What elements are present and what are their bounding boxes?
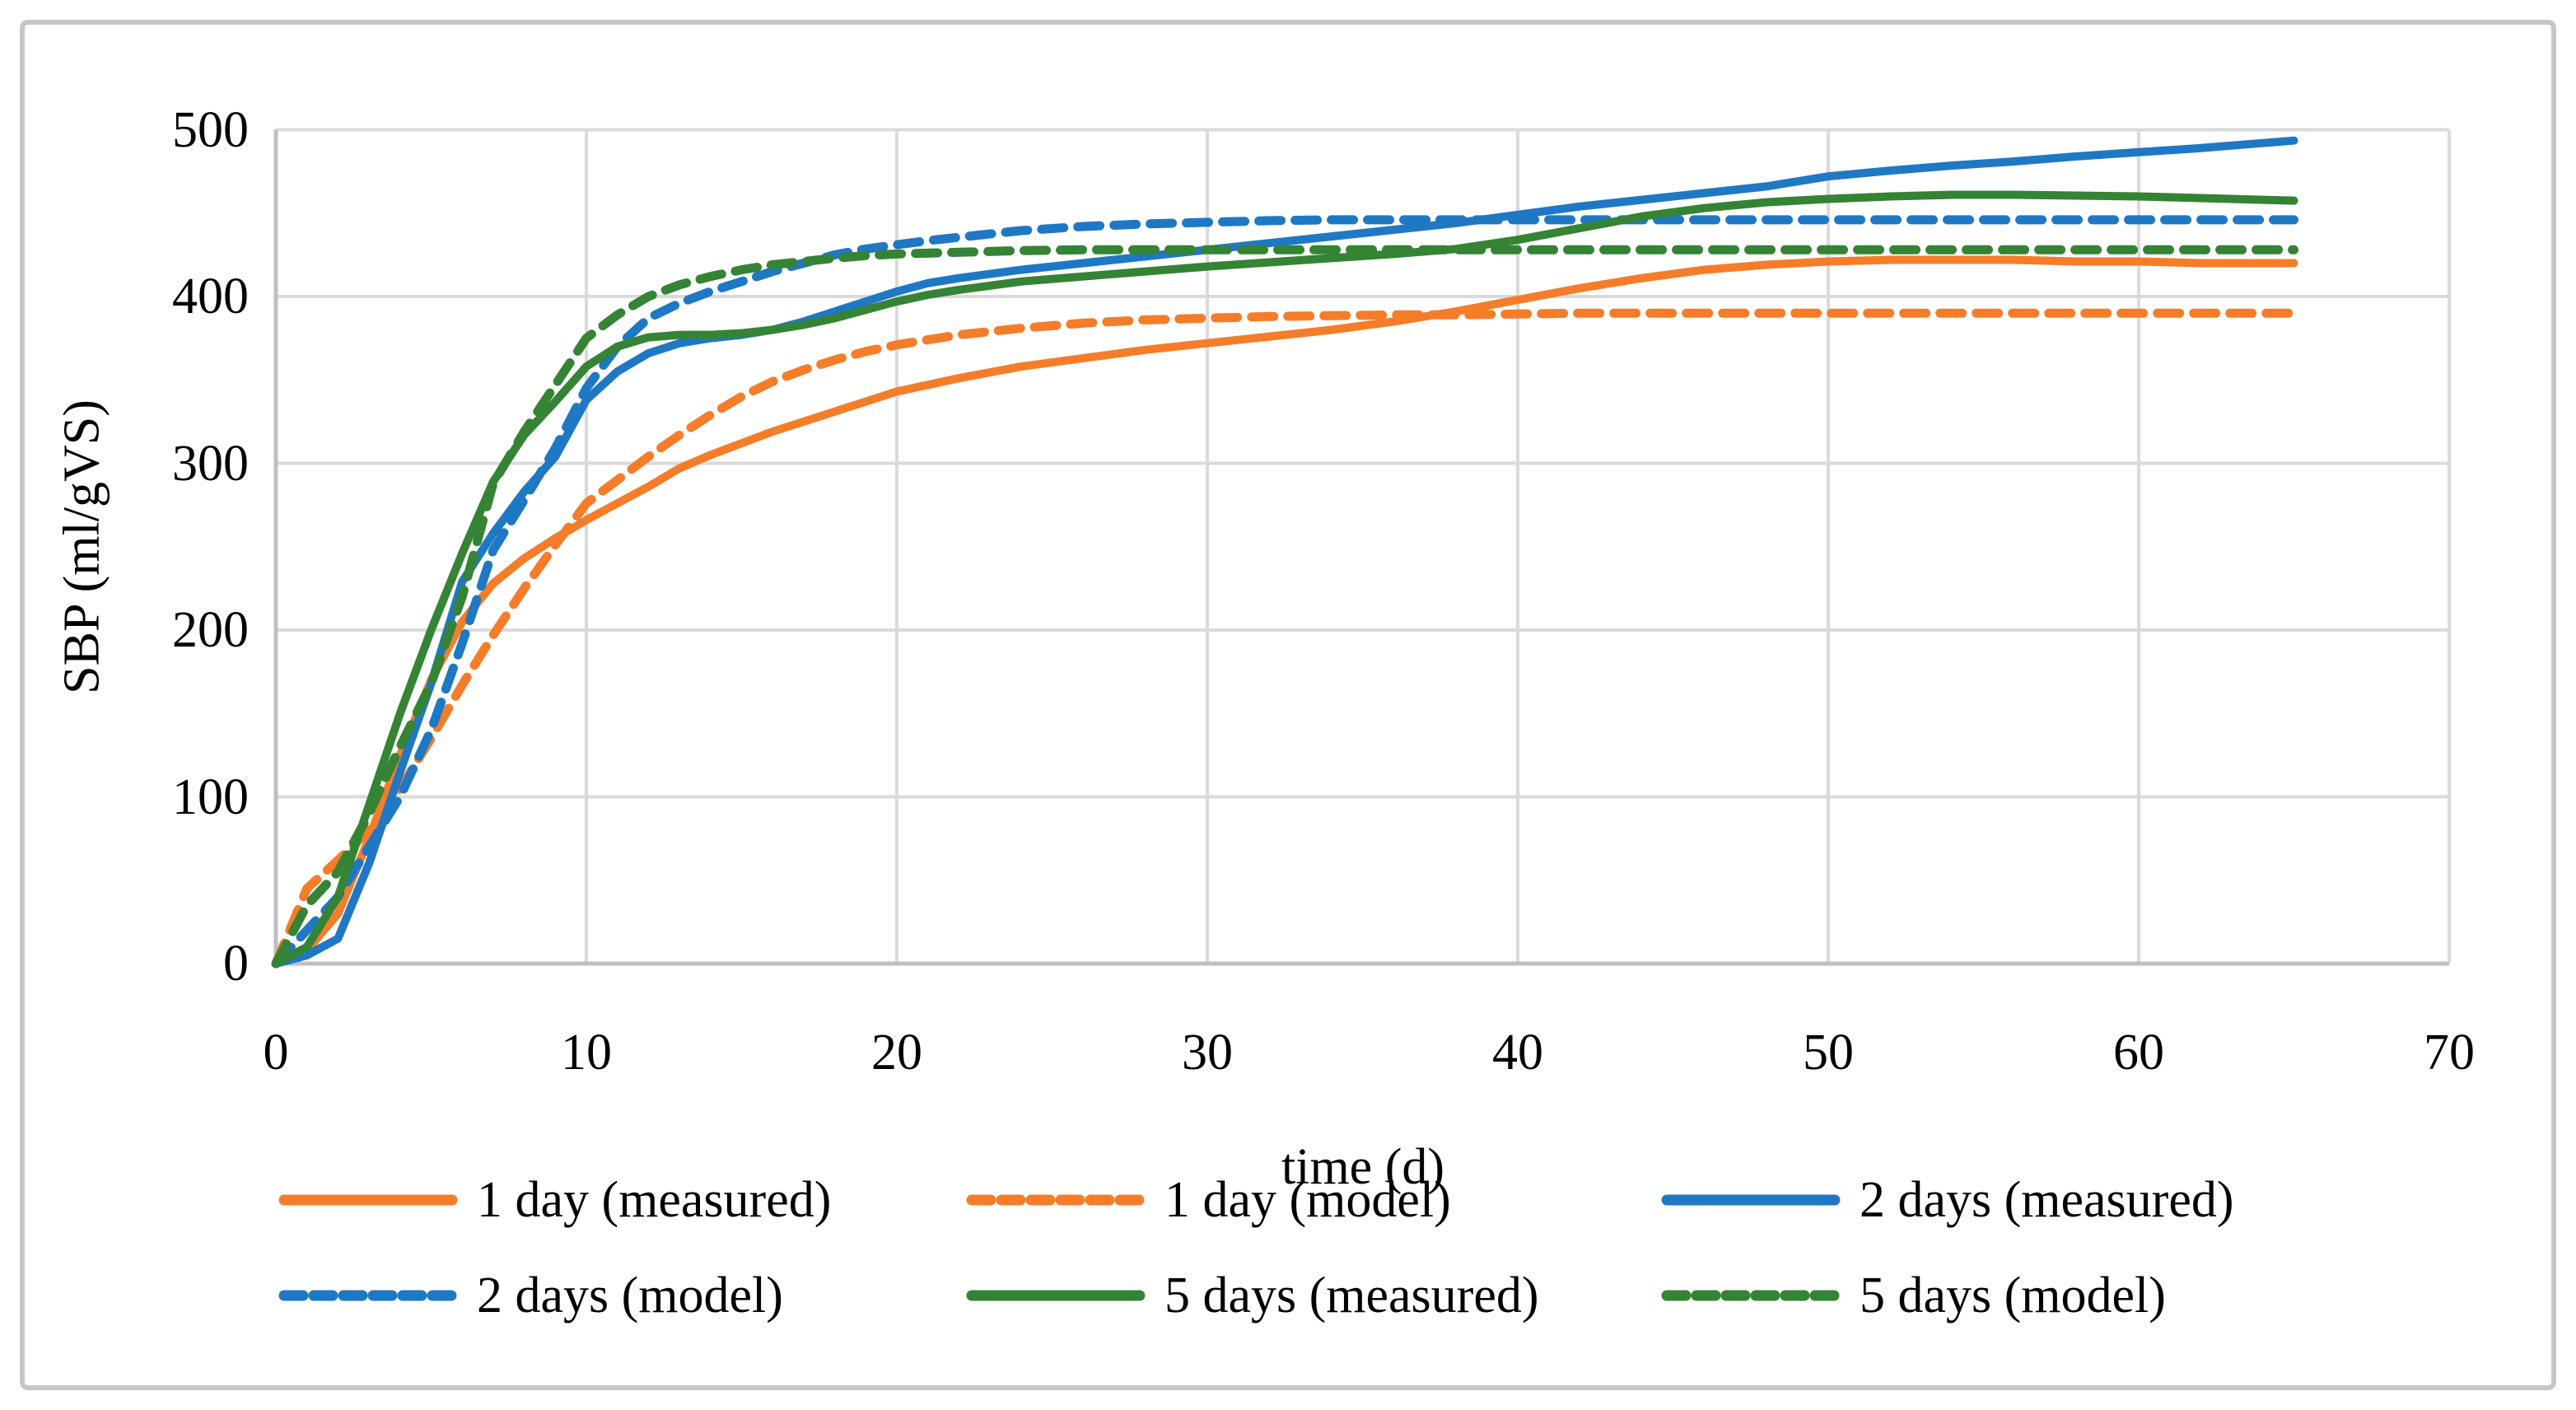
legend-item-2-days-model: 2 days (model) [278,1258,783,1333]
series-line-2-days-measured [272,136,2298,968]
y-tick-label-0: 0 [223,936,249,992]
x-axis-title: time (d) [1281,1139,1444,1195]
legend-swatch-1-day-measured-solid-line [278,1194,458,1206]
legend-swatch-5-days-model-dashed-line [1661,1290,1841,1301]
legend-label: 2 days (measured) [1860,1171,2234,1228]
y-tick-label-300: 300 [172,435,249,492]
series-line-1-day-measured [272,255,2298,968]
x-tick-label-70: 70 [2424,1025,2475,1081]
y-tick-label-200: 200 [172,602,249,658]
series-line-5-days-model [271,245,2298,969]
legend-label: 1 day (model) [1164,1171,1451,1228]
legend-item-1-day-measured: 1 day (measured) [278,1163,831,1237]
legend-label: 5 days (measured) [1164,1267,1539,1324]
series-lines [271,136,2298,969]
legend-item-2-days-measured: 2 days (measured) [1660,1163,2234,1237]
y-tick-label-400: 400 [172,268,249,324]
legend-swatch-1-day-model-dashed-line [966,1194,1146,1206]
legend-swatch-2-days-model-dashed-line [278,1290,458,1301]
series-line-2-days-model [271,215,2298,969]
legend-label: 1 day (measured) [477,1171,832,1228]
series-line-1-day-model [271,308,2298,969]
y-tick-label-100: 100 [172,768,249,825]
legend-swatch-5-days-measured-solid-line [966,1290,1146,1301]
x-tick-label-40: 40 [1492,1025,1543,1081]
legend-label: 5 days (model) [1860,1267,2166,1324]
x-tick-label-0: 0 [263,1025,289,1081]
x-tick-label-20: 20 [871,1025,922,1081]
y-tick-label-500: 500 [172,101,249,158]
x-tick-label-30: 30 [1182,1025,1233,1081]
legend-item-5-days-measured: 5 days (measured) [965,1258,1539,1333]
axis-lines [273,129,2449,966]
legend-swatch-2-days-measured-solid-line [1661,1194,1841,1206]
legend-label: 2 days (model) [477,1267,783,1324]
x-tick-label-10: 10 [561,1025,612,1081]
x-tick-label-60: 60 [2113,1025,2164,1081]
gridlines [276,128,2451,964]
legend-item-1-day-model: 1 day (model) [965,1163,1451,1237]
legend-item-5-days-model: 5 days (model) [1660,1258,2166,1333]
y-axis-title: SBP (ml/gVS) [54,399,110,694]
x-tick-label-50: 50 [1803,1025,1854,1081]
